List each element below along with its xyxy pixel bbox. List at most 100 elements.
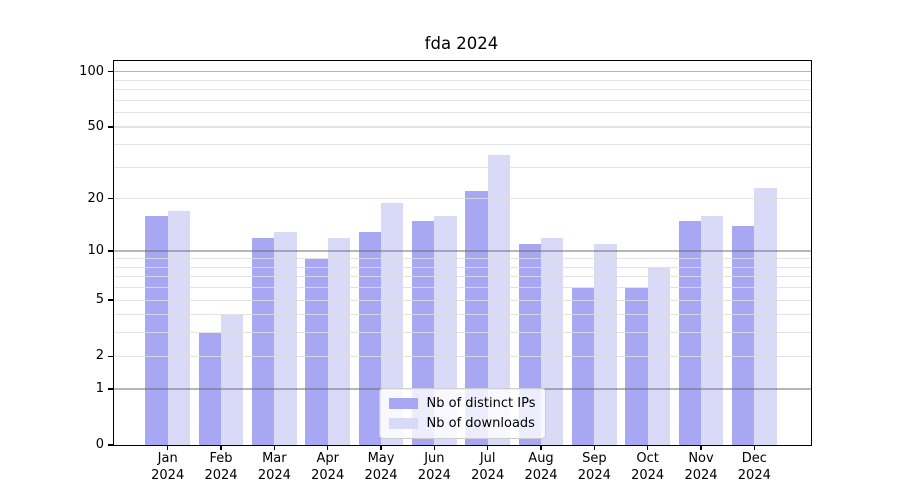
x-tick xyxy=(753,445,755,450)
legend-swatch-distinct-ips xyxy=(388,398,418,409)
x-tick xyxy=(647,445,649,450)
legend-label: Nb of downloads xyxy=(426,416,535,431)
plot-area: Nb of distinct IPs Nb of downloads 0 1 2 5 10… xyxy=(79,60,812,483)
y-tick xyxy=(108,388,113,390)
y-tick-label: 0 xyxy=(95,437,104,452)
y-tick-label: 1 xyxy=(95,380,104,396)
y-tick xyxy=(108,444,113,446)
legend-row: Nb of distinct IPs xyxy=(388,396,536,411)
x-tick xyxy=(167,445,169,450)
x-tick-label-year: 2024 xyxy=(311,467,345,483)
gridline-minor xyxy=(114,126,811,128)
x-tick-label: Jul 2024 xyxy=(456,451,520,484)
bar-distinct-ips xyxy=(358,231,382,445)
bar-downloads xyxy=(167,211,190,445)
bar-distinct-ips xyxy=(572,287,595,445)
x-tick-label-month: May xyxy=(367,451,395,466)
x-tick xyxy=(487,445,489,450)
y-tick-label: 50 xyxy=(87,119,104,135)
y-tick xyxy=(108,198,113,200)
x-tick-label-month: Nov xyxy=(688,451,714,466)
bar-downloads xyxy=(701,215,724,445)
bar-distinct-ips xyxy=(465,191,488,445)
x-tick-label-month: Jul xyxy=(479,451,496,466)
gridline-minor xyxy=(114,79,811,81)
x-tick xyxy=(540,445,542,450)
bar-downloads xyxy=(434,215,457,445)
x-tick-label: Jan 2024 xyxy=(136,451,200,484)
x-tick-label-year: 2024 xyxy=(577,467,611,483)
bar-distinct-ips xyxy=(252,237,275,445)
x-tick-label-month: Jun xyxy=(424,451,445,466)
bar-downloads xyxy=(221,314,244,445)
x-tick-label-month: Jan xyxy=(157,451,178,466)
gridline-minor xyxy=(114,89,811,91)
x-tick-label: Dec 2024 xyxy=(722,451,786,484)
x-tick-label: Feb 2024 xyxy=(189,451,253,484)
x-tick-label-year: 2024 xyxy=(737,467,771,483)
x-tick-label-month: Feb xyxy=(209,451,233,466)
x-tick-label-year: 2024 xyxy=(364,467,398,483)
y-tick-label: 20 xyxy=(87,190,104,206)
bar-distinct-ips xyxy=(732,226,755,445)
bar-downloads xyxy=(541,237,564,445)
x-tick xyxy=(380,445,382,450)
x-tick-label-year: 2024 xyxy=(151,467,185,483)
x-tick-label-month: Oct xyxy=(636,451,659,466)
x-tick-label: Oct 2024 xyxy=(616,451,680,484)
x-tick-label-year: 2024 xyxy=(684,467,718,483)
bar-distinct-ips xyxy=(625,287,648,445)
x-tick-label: May 2024 xyxy=(349,451,413,484)
bar-downloads xyxy=(754,188,777,445)
x-tick-label: Mar 2024 xyxy=(242,451,306,484)
y-tick xyxy=(108,299,113,301)
x-tick xyxy=(593,445,595,450)
y-tick xyxy=(108,355,113,357)
x-tick-label-month: Apr xyxy=(316,451,339,466)
y-tick-label: 5 xyxy=(95,292,104,308)
y-tick xyxy=(108,250,113,252)
gridline-major xyxy=(114,71,811,73)
bar-distinct-ips xyxy=(678,220,701,445)
bar-distinct-ips xyxy=(305,258,328,445)
bar-downloads xyxy=(594,244,617,445)
x-tick xyxy=(220,445,222,450)
y-tick-label: 2 xyxy=(95,348,104,364)
x-tick-label-year: 2024 xyxy=(417,467,451,483)
x-tick xyxy=(433,445,435,450)
bar-downloads xyxy=(647,267,670,445)
y-tick-label: 10 xyxy=(87,243,104,259)
gridline-minor xyxy=(114,198,811,200)
x-tick-label: Sep 2024 xyxy=(562,451,626,484)
bar-downloads xyxy=(381,202,404,445)
x-tick-label: Nov 2024 xyxy=(669,451,733,484)
y-tick xyxy=(108,71,113,73)
bar-distinct-ips xyxy=(198,332,222,445)
x-tick xyxy=(700,445,702,450)
x-tick-label: Apr 2024 xyxy=(296,451,360,484)
gridline-minor xyxy=(114,166,811,168)
x-tick xyxy=(273,445,275,450)
chart-title: fda 2024 xyxy=(424,34,499,53)
gridline-minor xyxy=(114,99,811,101)
x-tick-label-year: 2024 xyxy=(631,467,665,483)
bar-downloads xyxy=(327,237,350,445)
gridline-minor xyxy=(114,111,811,114)
legend: Nb of distinct IPs Nb of downloads xyxy=(378,388,547,439)
gridline-minor xyxy=(114,144,811,146)
legend-swatch-downloads xyxy=(388,418,418,429)
x-tick-label-year: 2024 xyxy=(524,467,558,483)
x-tick-label-month: Mar xyxy=(262,451,287,466)
x-tick-label-month: Aug xyxy=(528,451,554,466)
bar-downloads xyxy=(274,231,297,445)
y-tick-label: 100 xyxy=(79,63,104,79)
x-tick-label-month: Sep xyxy=(582,451,607,466)
x-tick-label-year: 2024 xyxy=(257,467,291,483)
legend-label: Nb of distinct IPs xyxy=(426,396,536,411)
x-tick-label: Jun 2024 xyxy=(402,451,466,484)
y-tick xyxy=(108,126,113,128)
x-tick-label-month: Dec xyxy=(741,451,767,466)
bar-distinct-ips xyxy=(145,215,168,445)
x-tick-label: Aug 2024 xyxy=(509,451,573,484)
